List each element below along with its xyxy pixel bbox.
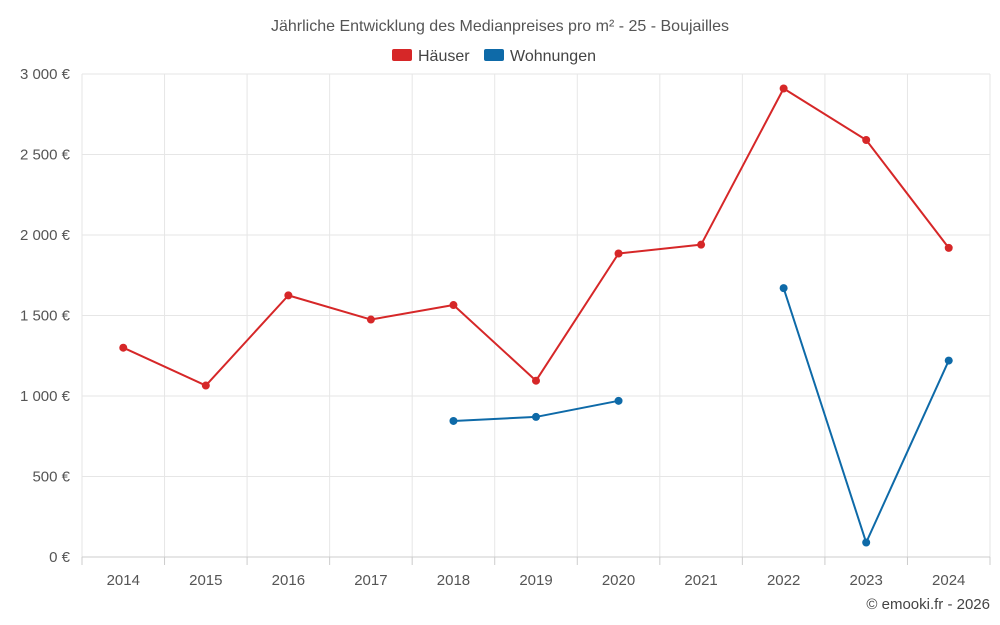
legend: Häuser Wohnungen <box>392 48 596 65</box>
series-wohnungen <box>449 284 953 547</box>
x-tick-label: 2023 <box>849 572 882 589</box>
data-point-haeuser[interactable] <box>119 343 128 352</box>
data-point-wohnungen[interactable] <box>862 538 871 547</box>
x-tick-label: 2022 <box>767 572 800 589</box>
data-point-haeuser[interactable] <box>614 249 623 258</box>
axes: 0 € 500 € 1 000 € 1 500 € 2 000 € 2 500 € 3 00… <box>20 66 991 589</box>
legend-item-wohnungen[interactable]: Wohnungen <box>484 48 596 65</box>
data-point-haeuser[interactable] <box>697 240 706 249</box>
x-tick-label: 2014 <box>107 572 140 589</box>
data-point-wohnungen[interactable] <box>614 396 623 405</box>
y-tick-label: 2 500 € <box>20 147 71 164</box>
data-point-wohnungen[interactable] <box>532 412 540 421</box>
data-point-wohnungen[interactable] <box>449 416 458 425</box>
data-point-haeuser[interactable] <box>532 376 540 385</box>
x-tick-label: 2018 <box>437 572 470 589</box>
data-point-wohnungen[interactable] <box>944 356 953 365</box>
chart-title: Jährliche Entwicklung des Medianpreises … <box>271 18 729 35</box>
y-tick-label: 1 500 € <box>20 308 71 325</box>
y-tick-label: 1 000 € <box>20 388 71 405</box>
data-point-haeuser[interactable] <box>944 243 953 252</box>
legend-label-haeuser: Häuser <box>418 48 470 65</box>
data-point-haeuser[interactable] <box>779 84 788 93</box>
y-tick-label: 2 000 € <box>20 227 71 244</box>
x-tick-label: 2024 <box>932 572 965 589</box>
x-tick-label: 2017 <box>354 572 387 589</box>
x-tick-label: 2019 <box>519 572 552 589</box>
data-point-haeuser[interactable] <box>862 136 871 145</box>
legend-swatch-haeuser <box>392 49 412 61</box>
series-haeuser <box>119 84 953 390</box>
data-point-haeuser[interactable] <box>201 381 210 390</box>
legend-label-wohnungen: Wohnungen <box>510 48 596 65</box>
x-tick-label: 2021 <box>684 572 717 589</box>
credit-text: © emooki.fr - 2026 <box>866 596 990 613</box>
series-layer <box>119 84 953 547</box>
data-point-haeuser[interactable] <box>284 291 293 300</box>
legend-swatch-wohnungen <box>484 49 504 61</box>
data-point-haeuser[interactable] <box>366 315 375 324</box>
y-tick-label: 0 € <box>49 549 71 566</box>
data-point-haeuser[interactable] <box>449 301 458 310</box>
data-point-wohnungen[interactable] <box>779 284 788 293</box>
x-tick-label: 2015 <box>189 572 222 589</box>
x-tick-label: 2016 <box>272 572 305 589</box>
y-tick-label: 500 € <box>32 469 70 486</box>
y-tick-label: 3 000 € <box>20 66 71 83</box>
legend-item-haeuser[interactable]: Häuser <box>392 48 470 65</box>
x-tick-label: 2020 <box>602 572 635 589</box>
grid <box>81 73 991 557</box>
series-line-wohnungen <box>782 287 950 544</box>
